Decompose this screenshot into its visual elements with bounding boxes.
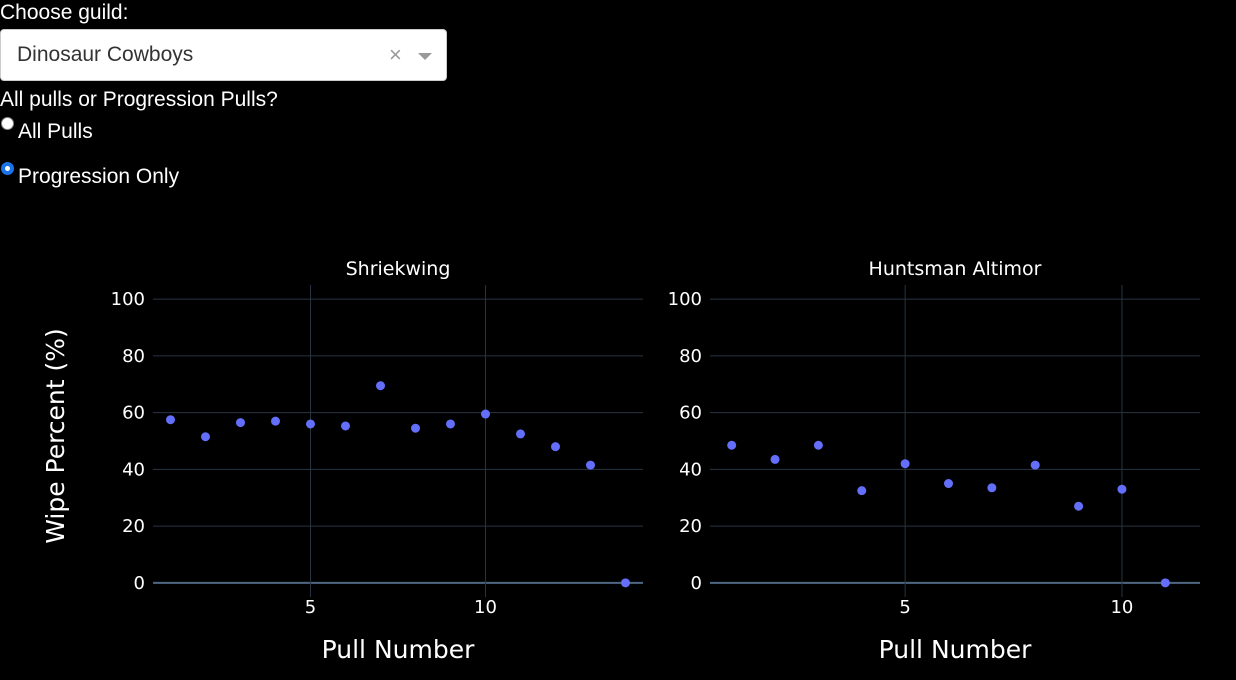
data-point	[1074, 501, 1084, 511]
data-point	[551, 442, 560, 452]
x-tick-label: 5	[899, 597, 910, 618]
data-point	[271, 416, 280, 426]
data-point	[376, 381, 385, 391]
x-axis-title: Pull Number	[322, 635, 475, 664]
y-tick-label: 60	[122, 403, 145, 424]
data-point	[1030, 460, 1040, 470]
radio-button-progression-only[interactable]	[1, 162, 14, 175]
y-tick-label: 20	[122, 516, 145, 537]
y-tick-label: 0	[134, 573, 145, 594]
data-point	[943, 479, 953, 489]
y-tick-label: 60	[679, 403, 702, 424]
clear-icon[interactable]: ×	[389, 42, 402, 67]
data-point	[987, 483, 997, 493]
x-tick-label: 10	[1110, 597, 1133, 618]
data-point	[166, 415, 175, 425]
y-tick-label: 20	[679, 516, 702, 537]
data-point	[306, 419, 315, 429]
radio-label-all-pulls: All Pulls	[18, 120, 93, 143]
y-tick-label: 40	[122, 459, 145, 480]
guild-dropdown[interactable]: Dinosaur Cowboys ×	[0, 29, 447, 81]
radio-option-all-pulls[interactable]: All Pulls	[0, 115, 200, 143]
data-point	[446, 419, 455, 429]
data-point	[621, 578, 630, 588]
guild-dropdown-value: Dinosaur Cowboys	[17, 43, 194, 66]
chevron-down-icon[interactable]	[418, 53, 432, 60]
radio-label-progression-only: Progression Only	[18, 165, 180, 188]
mode-label: All pulls or Progression Pulls?	[0, 88, 278, 111]
data-point	[236, 418, 245, 428]
data-point	[1117, 484, 1127, 494]
data-point	[516, 429, 525, 439]
radio-button-all-pulls[interactable]	[1, 117, 14, 130]
data-point	[481, 409, 490, 419]
y-tick-label: 0	[691, 573, 702, 594]
data-point	[857, 486, 867, 496]
x-tick-label: 10	[474, 597, 497, 618]
data-point	[586, 460, 595, 470]
y-tick-label: 100	[111, 289, 145, 310]
guild-label: Choose guild:	[0, 1, 129, 24]
radio-option-progression-only[interactable]: Progression Only	[0, 160, 200, 188]
data-point	[813, 440, 823, 450]
y-axis-title: Wipe Percent (%)	[41, 328, 70, 544]
data-point	[900, 459, 910, 469]
y-tick-label: 80	[122, 346, 145, 367]
data-point	[1160, 578, 1170, 588]
data-point	[341, 421, 350, 431]
y-tick-label: 100	[668, 289, 702, 310]
data-point	[201, 432, 210, 442]
subplot-title: Huntsman Altimor	[869, 258, 1042, 280]
y-tick-label: 80	[679, 346, 702, 367]
subplot-title: Shriekwing	[346, 258, 451, 280]
y-tick-label: 40	[679, 459, 702, 480]
data-point	[770, 454, 780, 464]
data-point	[727, 440, 737, 450]
data-point	[411, 423, 420, 433]
x-axis-title: Pull Number	[879, 635, 1032, 664]
x-tick-label: 5	[305, 597, 316, 618]
